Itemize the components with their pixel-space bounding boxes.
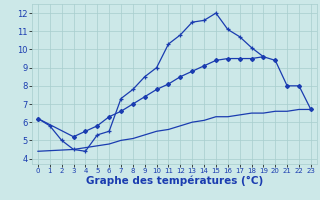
X-axis label: Graphe des températures (°C): Graphe des températures (°C) [86, 176, 263, 186]
